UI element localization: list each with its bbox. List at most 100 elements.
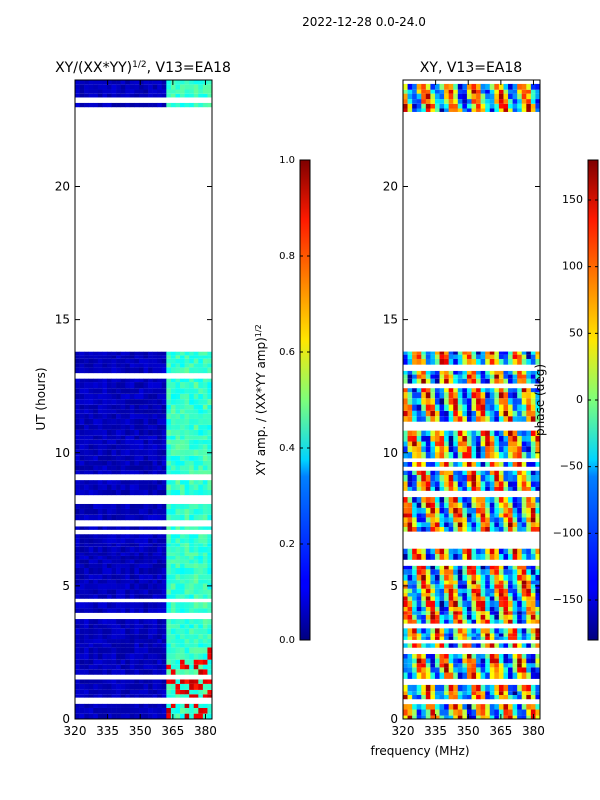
heatmap-cell <box>489 435 495 442</box>
heatmap-cell <box>75 93 80 98</box>
heatmap-cell <box>421 103 427 109</box>
heatmap-cell <box>180 93 185 98</box>
heatmap-cell <box>106 602 112 609</box>
heatmap-cell <box>138 484 144 490</box>
heatmap-cell <box>448 619 454 624</box>
heatmap-cell <box>116 358 121 364</box>
heatmap-cell <box>421 619 427 624</box>
heatmap-cell <box>148 355 153 359</box>
heatmap-cell <box>471 695 477 700</box>
heatmap-cell <box>471 103 477 109</box>
heatmap-cell <box>434 517 440 523</box>
heatmap-cell <box>84 583 89 590</box>
heatmap-cell <box>88 689 94 695</box>
heatmap-cell <box>175 583 181 590</box>
heatmap-cell <box>189 552 195 556</box>
heatmap-cell <box>480 470 486 475</box>
heatmap-cell <box>494 410 500 417</box>
heatmap-cell <box>125 583 131 590</box>
heatmap-cell <box>170 543 176 547</box>
heatmap-cell <box>453 565 459 570</box>
heatmap-cell <box>79 382 85 389</box>
heatmap-cell <box>462 574 468 581</box>
heatmap-cell <box>75 526 80 530</box>
heatmap-cell <box>416 554 422 560</box>
heatmap-cell <box>407 584 413 589</box>
heatmap-cell <box>403 658 408 664</box>
heatmap-cell <box>138 409 144 414</box>
heatmap-cell <box>207 378 213 383</box>
heatmap-cell <box>180 465 185 471</box>
heatmap-cell <box>407 430 413 436</box>
heatmap-cell <box>143 404 149 410</box>
heatmap-cell <box>138 563 144 568</box>
heatmap-cell <box>457 89 463 94</box>
heatmap-cell <box>106 647 112 654</box>
heatmap-cell <box>202 93 208 98</box>
heatmap-cell <box>503 446 509 453</box>
heatmap-cell <box>134 659 140 665</box>
heatmap-cell <box>503 522 509 527</box>
heatmap-cell <box>535 392 541 399</box>
heatmap-cell <box>152 574 158 580</box>
heatmap-cell <box>526 672 532 679</box>
heatmap-cell <box>416 470 422 475</box>
heatmap-cell <box>480 565 486 570</box>
heatmap-cell <box>535 527 541 532</box>
heatmap-cell <box>84 534 89 539</box>
heatmap-cell <box>88 484 94 490</box>
heatmap-cell <box>480 672 486 679</box>
heatmap-cell <box>184 351 190 356</box>
heatmap-cell <box>202 679 208 684</box>
heatmap-cell <box>184 465 190 471</box>
heatmap-cell <box>494 497 500 503</box>
heatmap-cell <box>508 378 513 384</box>
heatmap-cell <box>416 452 422 459</box>
heatmap-cell <box>503 404 509 411</box>
heatmap-cell <box>170 444 176 450</box>
heatmap-cell <box>535 354 541 359</box>
heatmap-cell <box>148 358 153 364</box>
heatmap-cell <box>93 514 99 521</box>
heatmap-cell <box>116 567 121 575</box>
heatmap-cell <box>111 634 117 640</box>
heatmap-cell <box>434 614 440 620</box>
heatmap-cell <box>517 663 523 668</box>
heatmap-cell <box>480 398 486 405</box>
heatmap-cell <box>166 80 172 85</box>
heatmap-cell <box>476 633 481 637</box>
heatmap-cell <box>184 679 190 684</box>
heatmap-cell <box>407 658 413 664</box>
heatmap-cell <box>193 639 199 644</box>
heatmap-cell <box>434 663 440 668</box>
heatmap-cell <box>462 497 468 503</box>
heatmap-cell <box>466 633 472 637</box>
heatmap-cell <box>157 669 163 675</box>
heatmap-cell <box>503 410 509 417</box>
heatmap-cell <box>116 489 121 496</box>
heatmap-cell <box>88 503 94 509</box>
heatmap-cell <box>102 503 108 509</box>
heatmap-cell <box>184 639 190 644</box>
heatmap-cell <box>503 606 509 612</box>
heatmap-cell <box>444 704 449 710</box>
heatmap-cell <box>430 663 436 668</box>
heatmap-cell <box>166 703 172 708</box>
heatmap-cell <box>462 452 468 459</box>
heatmap-cell <box>421 593 427 597</box>
heatmap-cell <box>120 643 126 648</box>
heatmap-cell <box>84 399 89 405</box>
heatmap-cell <box>489 704 495 710</box>
heatmap-cell <box>189 424 195 430</box>
heatmap-cell <box>88 647 94 654</box>
heatmap-cell <box>148 634 153 640</box>
heatmap-cell <box>175 679 181 684</box>
heatmap-cell <box>84 567 89 575</box>
heatmap-cell <box>412 103 417 109</box>
heatmap-cell <box>407 374 413 379</box>
heatmap-cell <box>512 481 518 487</box>
heatmap-cell <box>198 659 204 665</box>
heatmap-cell <box>439 435 445 442</box>
heatmap-cell <box>166 351 172 356</box>
heatmap-cell <box>129 619 135 625</box>
